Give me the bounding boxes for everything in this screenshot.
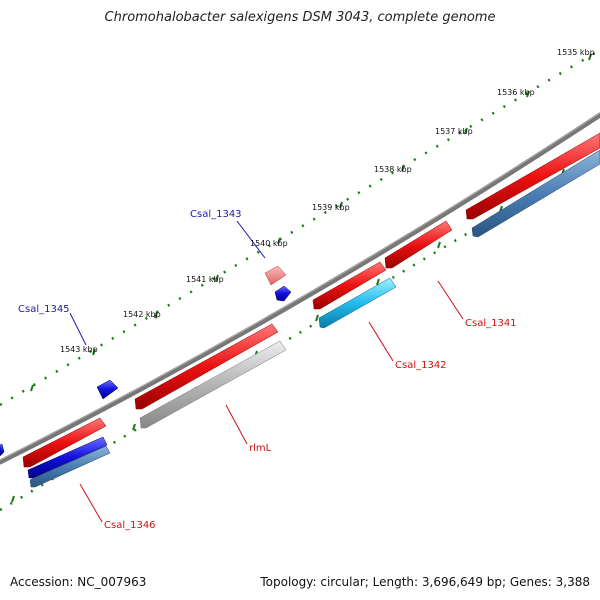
- tick-label: 1535 kbp: [557, 48, 595, 57]
- tick-label: 1539 kbp: [312, 203, 350, 212]
- tick-label: 1542 kbp: [123, 310, 161, 319]
- gene-arrow-grey: [139, 340, 287, 429]
- reverse-strand-genes: [27, 149, 600, 488]
- gene-label-csal-1343: Csal_1343: [190, 209, 242, 220]
- gene-arrow-blue: [0, 443, 5, 457]
- accession-text: Accession: NC_007963: [10, 575, 147, 589]
- genome-stats-text: Topology: circular; Length: 3,696,649 bp…: [260, 575, 590, 589]
- tick-label: 1538 kbp: [374, 165, 412, 174]
- forward-strand-genes: [22, 132, 600, 468]
- gene-arrow-blue: [27, 436, 108, 479]
- gene-arrow-red: [22, 417, 107, 468]
- tick-label: 1536 kbp: [497, 88, 535, 97]
- gene-label-rlml: rlmL: [249, 443, 272, 454]
- tick-label: 1543 kbp: [60, 345, 98, 354]
- gene-label-csal-1346: Csal_1346: [104, 520, 156, 531]
- gene-arrow-steel: [29, 445, 111, 488]
- gene-arrow-cyan: [318, 277, 397, 329]
- gene-arrow-pink: [264, 265, 287, 286]
- gene-arrow-red: [465, 132, 600, 220]
- genome-backbone: [0, 112, 600, 465]
- tick-label: 1541 kbp: [186, 275, 224, 284]
- gene-label-csal-1345: Csal_1345: [18, 304, 70, 315]
- gene-arrow-red: [134, 323, 279, 410]
- gene-arrow-blue: [96, 379, 119, 400]
- small-features: [0, 265, 292, 457]
- inner-tick-ring: [0, 153, 600, 512]
- gene-arrow-blue: [274, 285, 292, 302]
- tick-labels: 1535 kbp 1536 kbp 1537 kbp 1538 kbp 1539…: [60, 48, 595, 354]
- gene-label-csal-1341: Csal_1341: [465, 318, 517, 329]
- tick-label: 1537 kbp: [435, 127, 473, 136]
- tick-label: 1540 kbp: [250, 239, 288, 248]
- outer-major-ticks: [30, 53, 592, 392]
- gene-label-csal-1342: Csal_1342: [395, 360, 447, 371]
- gene-arrow-red: [384, 220, 453, 269]
- leader-lines: [69, 220, 464, 523]
- gene-labels: Csal_1343 Csal_1345 Csal_1341 Csal_1342 …: [18, 209, 517, 531]
- gene-arrow-steel: [471, 149, 600, 238]
- gene-arrow-red: [312, 261, 387, 310]
- map-title: Chromohalobacter salexigens DSM 3043, co…: [104, 10, 496, 25]
